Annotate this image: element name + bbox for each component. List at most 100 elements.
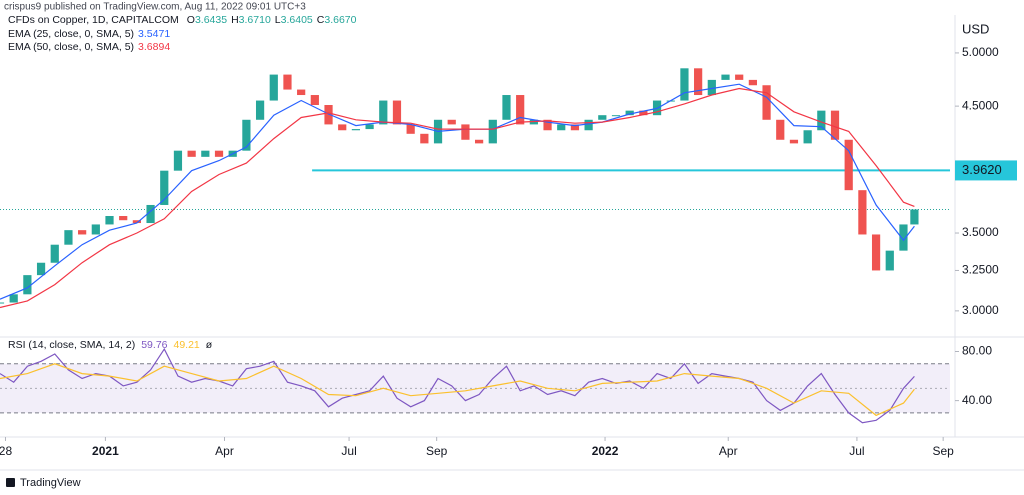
candle bbox=[502, 95, 511, 120]
legend-value: 59.76 bbox=[141, 339, 167, 351]
candle bbox=[242, 119, 251, 151]
level-tag bbox=[955, 160, 1017, 181]
x-tick-label: Jul bbox=[849, 444, 864, 458]
logo-mark bbox=[6, 478, 15, 487]
candle bbox=[132, 220, 141, 224]
candle bbox=[338, 124, 347, 131]
rsi-line bbox=[0, 347, 915, 424]
candle bbox=[173, 150, 183, 171]
ohlc-label: H bbox=[231, 14, 239, 26]
x-tick-label: Apr bbox=[719, 444, 738, 458]
candle bbox=[803, 130, 812, 144]
y-tick-label: 40.00 bbox=[962, 393, 992, 407]
x-tick-label: Apr bbox=[215, 444, 234, 458]
candle bbox=[776, 119, 785, 140]
y-tick-label: 3.0000 bbox=[962, 303, 999, 317]
x-tick-label: 28 bbox=[0, 444, 12, 458]
y-tick-label: 5.0000 bbox=[962, 45, 999, 59]
legend-entry: EMA (50, close, 0, SMA, 5) 3.6894 bbox=[8, 41, 170, 53]
candle bbox=[830, 110, 840, 140]
candle bbox=[748, 79, 757, 86]
candle bbox=[283, 74, 292, 90]
candle bbox=[201, 150, 210, 157]
candle bbox=[9, 294, 18, 303]
candle bbox=[379, 100, 388, 125]
candle bbox=[91, 224, 100, 235]
legend-entry: EMA (25, close, 0, SMA, 5) 3.5471 bbox=[8, 28, 170, 40]
candle bbox=[475, 139, 484, 144]
ohlc-value: 3.6405 bbox=[281, 14, 313, 26]
ohlc-value: 3.6435 bbox=[195, 14, 227, 26]
candle bbox=[297, 89, 306, 96]
ohlc-value: 3.6670 bbox=[324, 14, 356, 26]
candle bbox=[817, 110, 826, 131]
candle bbox=[461, 124, 470, 140]
candle bbox=[420, 133, 429, 144]
candle bbox=[406, 124, 415, 134]
ohlc-value: 3.6710 bbox=[239, 14, 271, 26]
candle bbox=[392, 100, 402, 125]
ohlc-label: C bbox=[317, 14, 325, 26]
ohlc-label: O bbox=[187, 14, 195, 26]
candle bbox=[762, 85, 771, 120]
candle bbox=[324, 105, 333, 125]
candle bbox=[885, 250, 894, 271]
candle bbox=[269, 74, 278, 101]
header: crispus9 published on TradingView.com, A… bbox=[4, 2, 306, 13]
candle bbox=[105, 216, 114, 225]
legend-name: RSI (14, close, SMA, 14, 2) bbox=[8, 339, 135, 351]
legend-value: 49.21 bbox=[174, 339, 200, 351]
candle bbox=[844, 139, 853, 191]
logo bbox=[6, 478, 15, 487]
candle bbox=[910, 209, 919, 225]
legend-title: CFDs on Copper, 1D, CAPITALCOM O3.6435 H3.… bbox=[8, 14, 357, 26]
candle bbox=[310, 95, 319, 106]
x-tick-label: Sep bbox=[426, 444, 448, 458]
candle bbox=[119, 216, 128, 221]
footer: TradingView bbox=[20, 477, 81, 489]
candle bbox=[543, 119, 552, 131]
candle bbox=[50, 244, 59, 263]
candle bbox=[557, 124, 566, 131]
rsi-line bbox=[0, 363, 915, 417]
candle bbox=[639, 110, 648, 116]
candle bbox=[214, 150, 224, 157]
candle bbox=[255, 100, 265, 120]
candle bbox=[23, 275, 32, 295]
candle bbox=[447, 119, 456, 125]
candle bbox=[598, 115, 607, 120]
candle bbox=[707, 79, 716, 96]
candle bbox=[735, 74, 744, 80]
candle bbox=[694, 68, 703, 96]
candle bbox=[365, 124, 374, 130]
candle bbox=[570, 124, 580, 131]
x-tick-label: Jul bbox=[341, 444, 356, 458]
legend-symbol: CFDs on Copper, 1D, CAPITALCOM bbox=[8, 14, 179, 26]
candle bbox=[488, 119, 497, 144]
legend-name: EMA (50, close, 0, SMA, 5) bbox=[8, 41, 134, 53]
level-label: 3.9620 bbox=[962, 162, 1002, 177]
candle bbox=[721, 74, 730, 80]
y-tick-label: 80.00 bbox=[962, 344, 992, 358]
candle bbox=[625, 110, 634, 116]
y-tick-label: 3.5000 bbox=[962, 225, 999, 239]
candle bbox=[36, 262, 46, 276]
rsi-legend: RSI (14, close, SMA, 14, 2) 59.76 49.21 ø bbox=[8, 339, 213, 351]
x-tick-label: 2022 bbox=[592, 444, 619, 458]
legend-name: EMA (25, close, 0, SMA, 5) bbox=[8, 28, 134, 40]
candle bbox=[146, 204, 155, 224]
candle bbox=[680, 68, 689, 101]
candle bbox=[0, 302, 5, 304]
candle bbox=[78, 230, 87, 235]
candle bbox=[584, 119, 593, 131]
candle bbox=[64, 230, 73, 245]
legend-symbol: ø bbox=[206, 339, 213, 351]
x-tick-label: Sep bbox=[932, 444, 954, 458]
candle bbox=[789, 139, 799, 144]
candle bbox=[351, 129, 361, 131]
y-tick-label: 4.5000 bbox=[962, 98, 999, 112]
candle bbox=[611, 115, 621, 117]
y-axis-label: USD bbox=[962, 21, 989, 36]
ohlc-label: L bbox=[275, 14, 281, 26]
